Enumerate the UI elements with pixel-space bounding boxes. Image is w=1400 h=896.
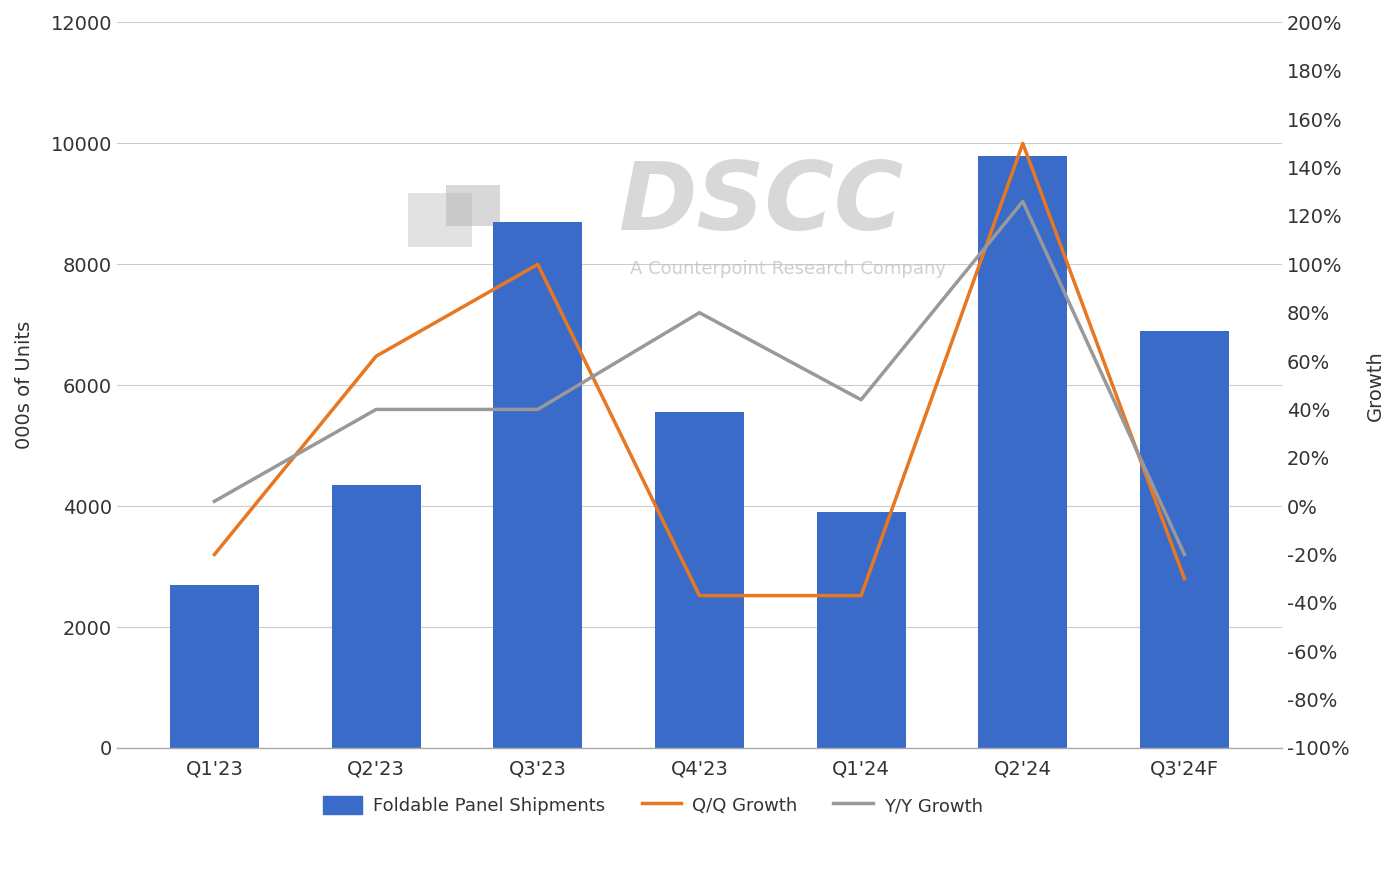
Bar [169, 585, 259, 748]
Y-axis label: Growth: Growth [1366, 349, 1385, 420]
Text: A Counterpoint Research Company: A Counterpoint Research Company [630, 260, 945, 278]
Text: DSCC: DSCC [617, 158, 903, 250]
Y-axis label: 000s of Units: 000s of Units [15, 321, 34, 450]
FancyBboxPatch shape [445, 185, 500, 226]
Legend: Foldable Panel Shipments, Q/Q Growth, Y/Y Growth: Foldable Panel Shipments, Q/Q Growth, Y/… [315, 788, 990, 823]
Bar [1140, 331, 1229, 748]
Bar [979, 156, 1067, 748]
FancyBboxPatch shape [409, 193, 472, 247]
Bar [816, 513, 906, 748]
Bar [332, 485, 420, 748]
Bar [493, 222, 582, 748]
Bar [655, 412, 743, 748]
